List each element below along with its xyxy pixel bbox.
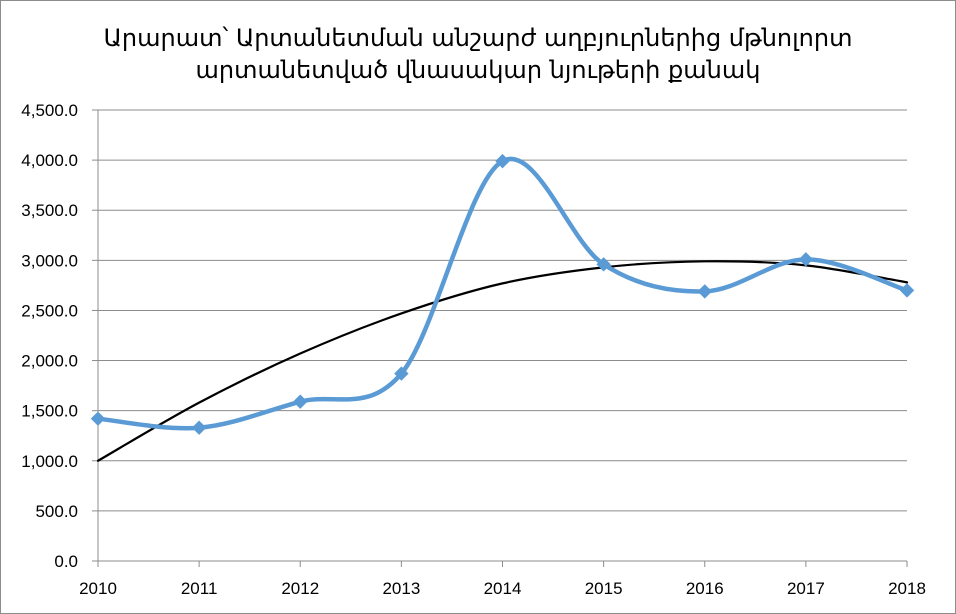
data-point-marker bbox=[293, 394, 308, 409]
gridlines bbox=[98, 109, 907, 512]
y-tick-label: 0.0 bbox=[54, 552, 78, 571]
chart-title: Արարատ՝ Արտանետման անշարժ աղբյուրներից մ… bbox=[0, 22, 956, 86]
x-tick-label: 2014 bbox=[484, 579, 522, 598]
series-line bbox=[95, 156, 910, 431]
y-tick-label: 1,000.0 bbox=[21, 452, 78, 471]
y-tick-label: 2,000.0 bbox=[21, 352, 78, 371]
trendline bbox=[96, 260, 909, 462]
axes bbox=[92, 109, 908, 567]
y-tick-labels: 0.0 500.0 1,000.0 1,500.0 2,000.0 2,500.0 3,00… bbox=[21, 101, 78, 571]
x-tick-label: 2011 bbox=[181, 579, 218, 598]
x-tick-label: 2016 bbox=[686, 579, 724, 598]
y-tick-label: 4,000.0 bbox=[21, 151, 78, 170]
chart-title-line-1: Արարատ՝ Արտանետման անշարժ աղբյուրներից մ… bbox=[103, 24, 853, 52]
data-point-marker bbox=[90, 411, 106, 426]
y-tick-label: 1,500.0 bbox=[21, 402, 78, 421]
data-point-marker bbox=[697, 284, 712, 299]
data-point-marker bbox=[394, 366, 409, 381]
y-tick-label: 3,000.0 bbox=[21, 251, 78, 270]
x-tick-label: 2012 bbox=[281, 579, 319, 598]
data-point-marker bbox=[798, 252, 814, 267]
series-markers bbox=[90, 153, 915, 435]
x-tick-label: 2015 bbox=[585, 579, 623, 598]
x-tick-label: 2013 bbox=[382, 579, 420, 598]
y-tick-label: 3,500.0 bbox=[21, 201, 78, 220]
data-point-marker bbox=[495, 153, 510, 169]
y-tick-label: 2,500.0 bbox=[21, 301, 78, 320]
x-tick-label: 2018 bbox=[888, 579, 926, 598]
x-tick-label: 2010 bbox=[79, 579, 117, 598]
y-tick-label: 500.0 bbox=[35, 502, 78, 521]
data-point-marker bbox=[899, 283, 915, 298]
data-point-marker bbox=[596, 257, 611, 272]
chart-title-line-2: արտանետված վնասակար նյութերի քանակ bbox=[195, 56, 761, 84]
x-tick-label: 2017 bbox=[787, 579, 825, 598]
series-lines bbox=[95, 156, 910, 462]
data-point-marker bbox=[191, 420, 207, 435]
x-tick-labels: 2010 2011 2012 2013 2014 2015 2016 2017 2018 bbox=[79, 579, 926, 598]
y-tick-label: 4,500.0 bbox=[21, 101, 78, 120]
